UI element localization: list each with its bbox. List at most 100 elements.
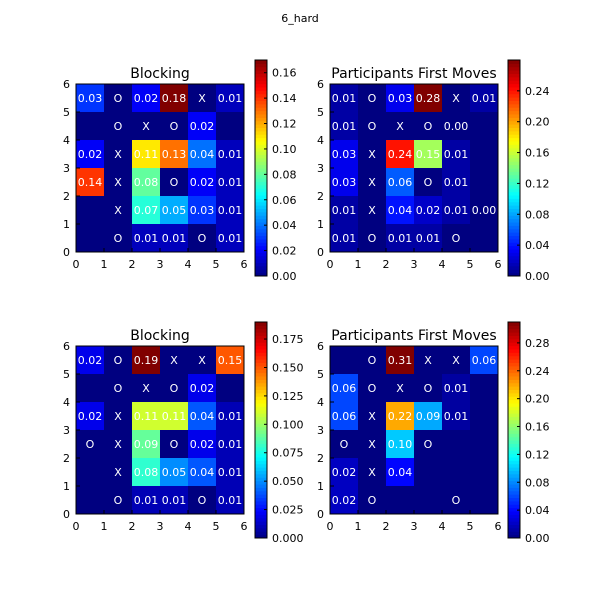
colorbar-segment <box>255 365 267 370</box>
x-tick-label: 4 <box>185 520 192 533</box>
cell-label: 0.01 <box>332 232 357 245</box>
y-tick-label: 1 <box>63 480 70 493</box>
y-tick-label: 2 <box>63 452 70 465</box>
cell-label: 0.01 <box>332 204 357 217</box>
colorbar-segment <box>508 379 520 384</box>
colorbar-segment <box>508 517 520 522</box>
colorbar-segment <box>255 147 267 152</box>
cell-label: 0.01 <box>444 382 469 395</box>
x-tick-label: 5 <box>467 258 474 271</box>
cell-label: 0.18 <box>162 92 187 105</box>
colorbar-segment <box>255 83 267 88</box>
colorbar-segment <box>508 60 520 64</box>
colorbar-frame <box>507 321 521 539</box>
heatmap-cell <box>76 346 105 375</box>
cell-label: X <box>114 466 122 479</box>
colorbar-segment <box>508 423 520 428</box>
cell-label: 0.24 <box>388 148 413 161</box>
cell-label: 0.04 <box>388 204 413 217</box>
colorbar-segment <box>255 382 267 387</box>
colorbar-segment <box>255 386 267 390</box>
colorbar-segment <box>508 419 520 424</box>
colorbar-segment <box>508 453 520 458</box>
colorbar-segment <box>255 389 267 394</box>
heatmap-cell <box>414 168 443 197</box>
colorbar-segment <box>255 201 267 206</box>
colorbar-segment <box>508 521 520 525</box>
colorbar-segment <box>508 349 520 353</box>
cell-label: 0.06 <box>332 410 357 423</box>
y-tick-label: 4 <box>317 134 324 147</box>
colorbar-segment <box>508 322 520 326</box>
colorbar-segment <box>255 137 267 142</box>
heatmap-cell <box>414 224 443 253</box>
cell-label: 0.02 <box>190 438 215 451</box>
colorbar-segment <box>508 124 520 128</box>
colorbar-segment <box>508 90 520 95</box>
colorbar-segment <box>255 174 267 179</box>
heatmap-cell <box>132 196 161 225</box>
colorbar-segment <box>255 406 267 411</box>
cell-label: 0.08 <box>134 176 159 189</box>
colorbar-segment <box>508 269 520 274</box>
cell-label: X <box>142 120 150 133</box>
heatmap-panel: 0.01 O 0.03 0.28 X 0.010.01 O X O 0.000.03 X 0.24 0.… <box>317 59 550 283</box>
cell-label: 0.28 <box>416 92 441 105</box>
x-tick-label: 6 <box>495 258 502 271</box>
colorbar-tick-label: 0.08 <box>525 208 550 221</box>
cell-label: X <box>396 382 404 395</box>
colorbar-segment <box>255 440 267 444</box>
colorbar-segment <box>508 272 520 277</box>
cell-label: 0.03 <box>190 204 215 217</box>
colorbar-segment <box>508 103 520 108</box>
colorbar-segment <box>508 534 520 539</box>
colorbar-segment <box>255 164 267 169</box>
cell-label: O <box>424 438 433 451</box>
colorbar-segment <box>255 534 267 539</box>
heatmap-cell <box>76 486 105 515</box>
colorbar-segment <box>255 87 267 91</box>
colorbar-segment <box>508 463 520 468</box>
cell-label: 0.00 <box>472 204 497 217</box>
heatmap-cell <box>358 346 387 375</box>
x-tick-label: 3 <box>411 520 418 533</box>
x-tick-label: 2 <box>129 258 136 271</box>
heatmap-cell <box>188 430 217 459</box>
cell-label: 0.06 <box>332 382 357 395</box>
x-tick-label: 2 <box>383 258 390 271</box>
cell-label: O <box>368 232 377 245</box>
colorbar-segment <box>508 460 520 465</box>
x-tick-label: 0 <box>73 258 80 271</box>
heatmap-cell <box>358 196 387 225</box>
colorbar-tick-label: 0.24 <box>525 85 550 98</box>
colorbar-segment <box>255 97 267 101</box>
colorbar-segment <box>508 262 520 267</box>
y-tick-label: 5 <box>63 106 70 119</box>
x-tick-label: 1 <box>355 520 362 533</box>
cell-label: 0.01 <box>444 176 469 189</box>
colorbar-segment <box>508 372 520 377</box>
colorbar-segment <box>508 232 520 236</box>
colorbar-segment <box>508 235 520 240</box>
cell-label: 0.01 <box>134 232 159 245</box>
heatmap-cell <box>470 402 499 431</box>
heatmap-cell <box>160 346 189 375</box>
colorbar-segment <box>255 134 267 139</box>
heatmap-cell <box>132 140 161 169</box>
cell-label: 0.02 <box>190 120 215 133</box>
colorbar-segment <box>255 80 267 85</box>
x-tick-label: 2 <box>383 520 390 533</box>
colorbar-segment <box>508 440 520 444</box>
colorbar-segment <box>255 369 267 374</box>
x-tick-label: 4 <box>439 258 446 271</box>
colorbar-tick-label: 0.04 <box>525 504 550 517</box>
heatmap-cell <box>76 140 105 169</box>
cell-label: 0.04 <box>190 410 215 423</box>
colorbar-segment <box>255 517 267 522</box>
cell-label: 0.01 <box>444 410 469 423</box>
colorbar-tick-label: 0.16 <box>525 147 550 160</box>
colorbar-segment <box>508 507 520 512</box>
heatmap-cell <box>160 402 189 431</box>
heatmap-cell <box>442 140 471 169</box>
cell-label: O <box>368 354 377 367</box>
